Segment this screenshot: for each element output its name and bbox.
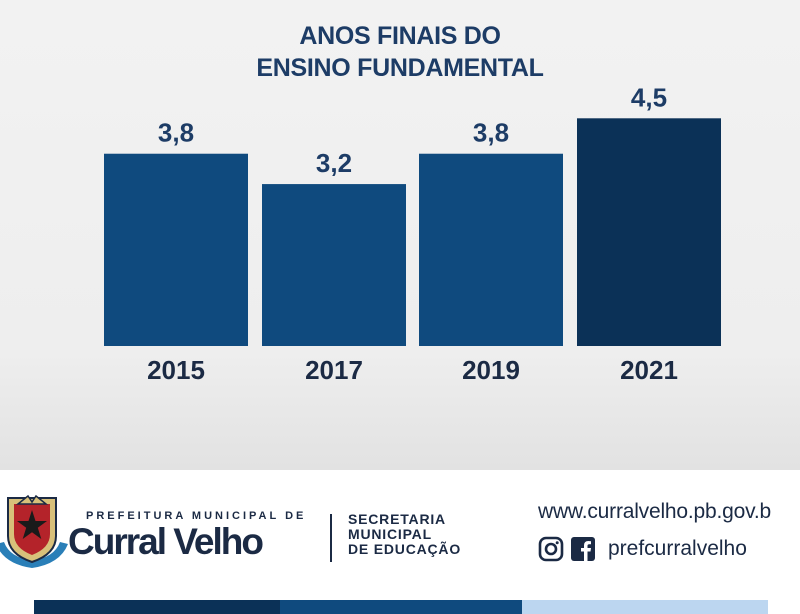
category-label-2021: 2021 [620, 355, 678, 385]
seal-icon [0, 494, 68, 568]
secretaria-label: SECRETARIA MUNICIPAL DE EDUCAÇÃO [348, 512, 461, 557]
bar-2015 [104, 153, 248, 346]
secretaria-line-3: DE EDUCAÇÃO [348, 541, 462, 557]
chart-title: ANOS FINAIS DO ENSINO FUNDAMENTAL [0, 20, 800, 84]
value-label-2019: 3,8 [473, 118, 509, 148]
secretaria-line-1: SECRETARIA [348, 511, 446, 527]
chart-title-line-2: ENSINO FUNDAMENTAL [256, 54, 544, 82]
value-label-2021: 4,5 [631, 82, 667, 112]
bar-chart: 3,8 2015 3,2 2017 3,8 2019 4,5 2021 [104, 82, 721, 385]
value-label-2017: 3,2 [316, 148, 352, 178]
social-handle[interactable]: prefcurralvelho [608, 537, 747, 560]
prefeitura-label: PREFEITURA MUNICIPAL DE [86, 510, 307, 522]
bar-2021 [577, 118, 721, 346]
value-label-2015: 3,8 [158, 118, 194, 148]
social-row: prefcurralvelho [538, 534, 747, 564]
footer-divider [330, 514, 332, 562]
chart-panel: ANOS FINAIS DO ENSINO FUNDAMENTAL 3,8 201… [0, 0, 800, 470]
city-name: Curral Velho [68, 521, 264, 562]
secretaria-line-2: MUNICIPAL [348, 526, 432, 542]
website-link[interactable]: www.curralvelho.pb.gov.b [538, 500, 771, 523]
category-label-2015: 2015 [147, 355, 205, 385]
instagram-icon[interactable] [538, 536, 564, 562]
footer-stripe-1 [34, 600, 280, 614]
footer-stripe-2 [280, 600, 522, 614]
bar-2017 [262, 184, 406, 346]
footer: PREFEITURA MUNICIPAL DE Curral Velho SEC… [0, 470, 800, 614]
facebook-icon[interactable] [570, 536, 596, 562]
category-label-2017: 2017 [305, 355, 363, 385]
category-label-2019: 2019 [462, 355, 520, 385]
bar-2019 [419, 153, 563, 346]
chart-title-line-1: ANOS FINAIS DO [299, 22, 501, 50]
footer-stripe-3 [522, 600, 768, 614]
